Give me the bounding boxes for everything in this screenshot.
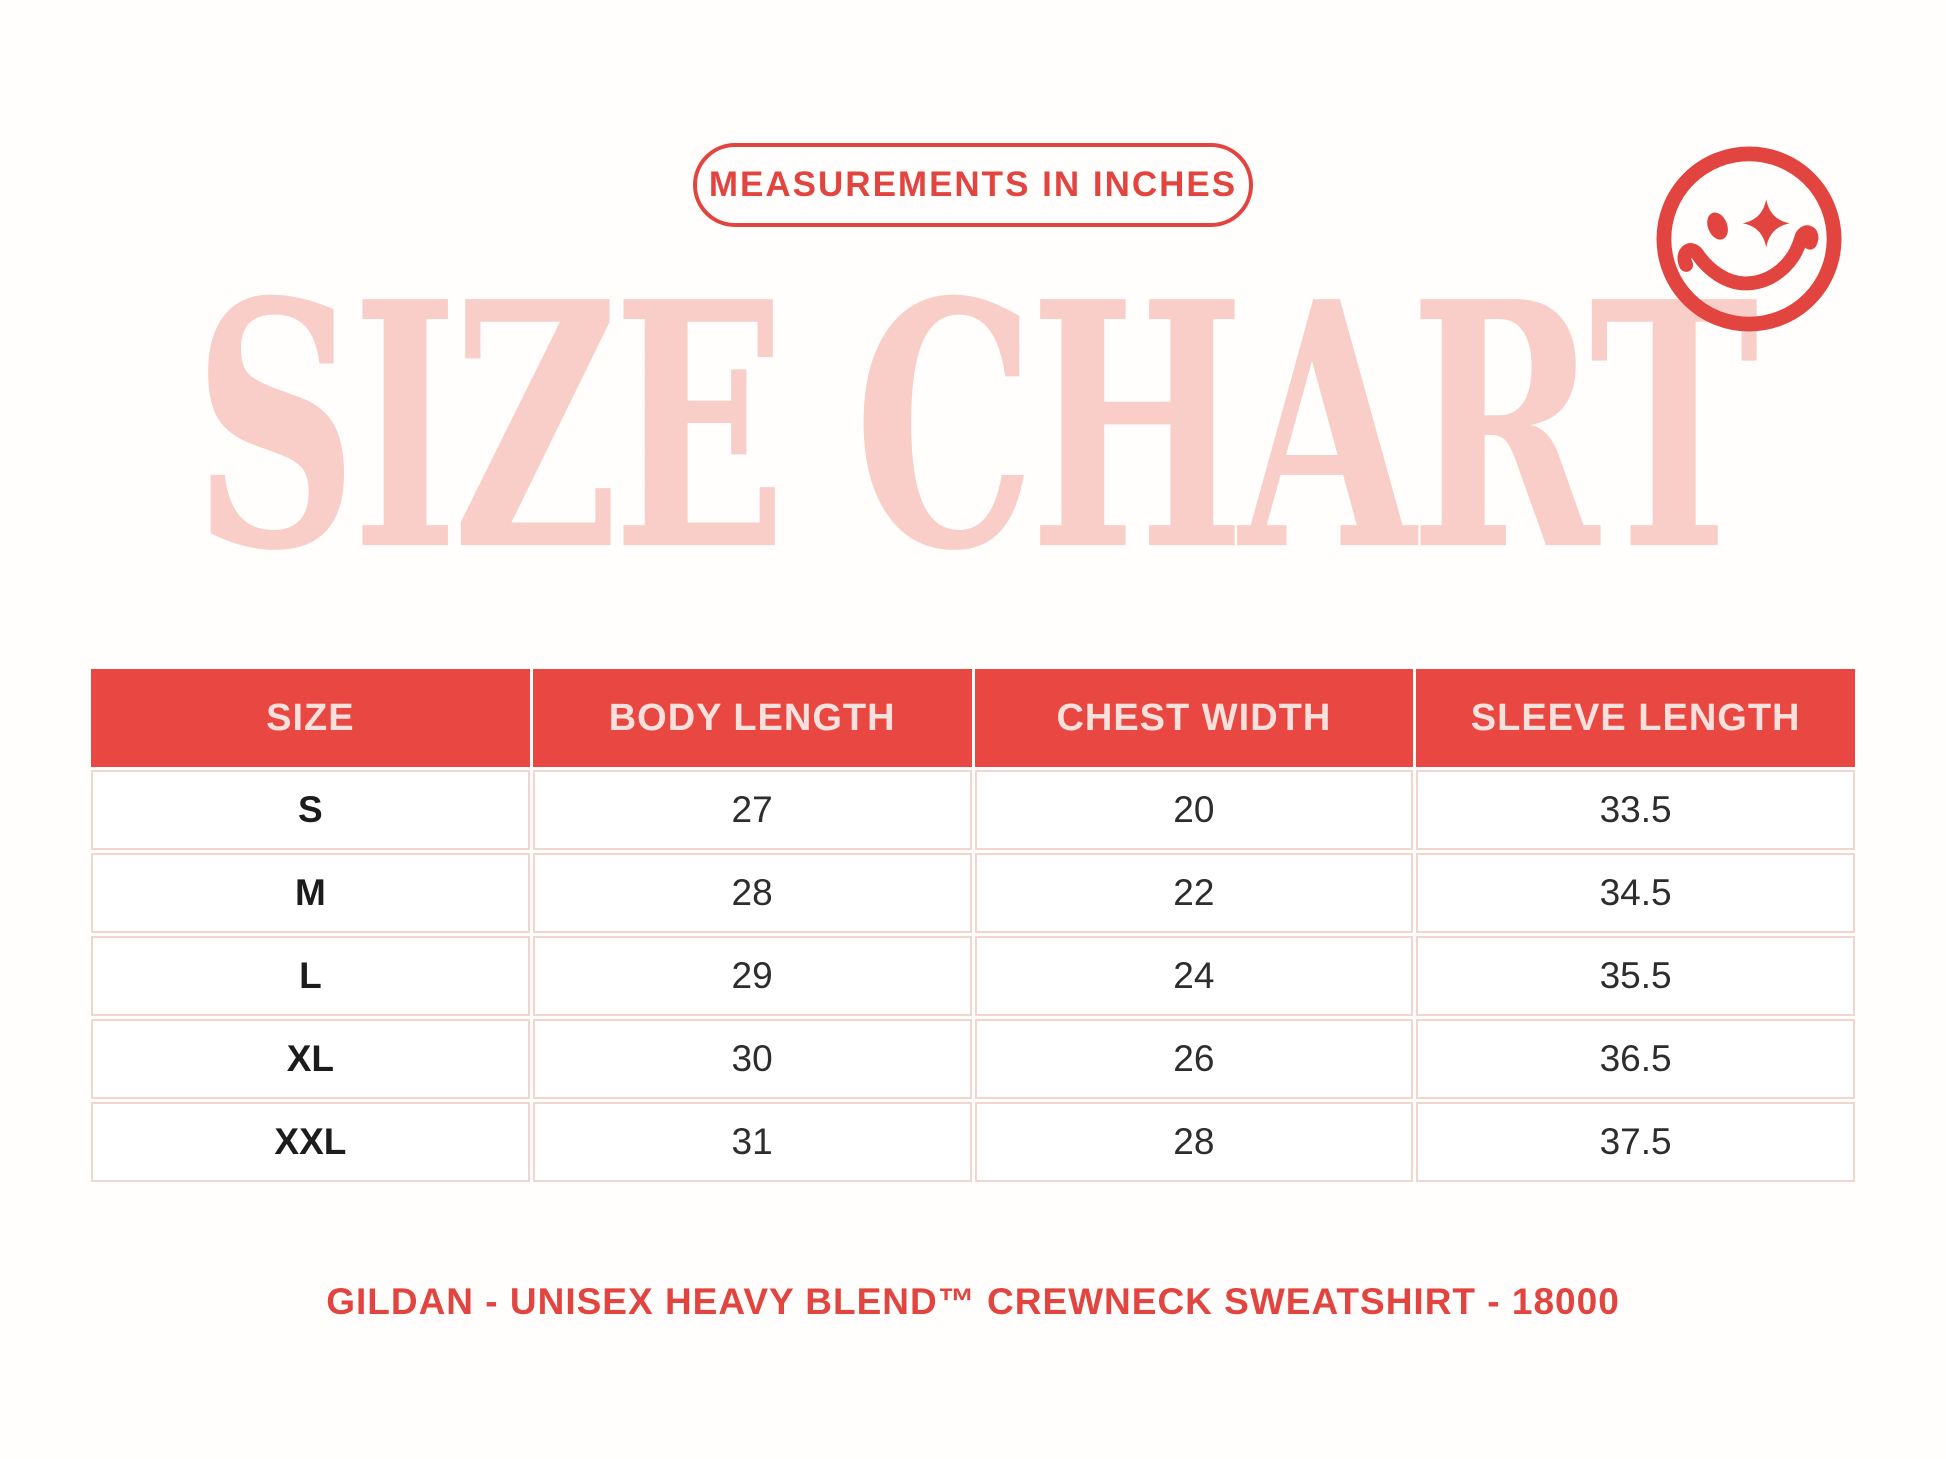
sleeve-length: 37.5 [1416, 1102, 1855, 1182]
sleeve-length: 33.5 [1416, 770, 1855, 850]
body-length: 31 [532, 1102, 972, 1182]
column-header-body-length: BODY LENGTH [532, 669, 972, 767]
size-table: SIZE BODY LENGTH CHEST WIDTH SLEEVE LENG… [88, 666, 1858, 1185]
body-length: 29 [532, 936, 972, 1016]
column-header-chest-width: CHEST WIDTH [974, 669, 1414, 767]
smiley-left-eye [1707, 212, 1728, 240]
smiley-smile [1677, 225, 1819, 291]
smiley-sparkle-eye [1742, 199, 1790, 248]
column-header-size: SIZE [91, 669, 530, 767]
body-length: 27 [532, 770, 972, 850]
size-table-body: S 27 20 33.5 M 28 22 34.5 L 29 24 35.5 X… [91, 770, 1855, 1182]
product-name-footer: GILDAN - UNISEX HEAVY BLEND™ CREWNECK SW… [326, 1281, 1620, 1322]
sleeve-length: 36.5 [1416, 1019, 1855, 1099]
size-table-header: SIZE BODY LENGTH CHEST WIDTH SLEEVE LENG… [91, 669, 1855, 767]
size-label: L [91, 936, 530, 1016]
smiley-face-outline [1656, 146, 1842, 332]
sleeve-length: 34.5 [1416, 853, 1855, 933]
table-row-m: M 28 22 34.5 [91, 853, 1855, 933]
table-row-xxl: XXL 31 28 37.5 [91, 1102, 1855, 1182]
size-label: XL [91, 1019, 530, 1099]
body-length: 30 [532, 1019, 972, 1099]
size-label: M [91, 853, 530, 933]
measurements-badge: MEASUREMENTS IN INCHES [693, 143, 1253, 227]
size-label: XXL [91, 1102, 530, 1182]
table-row-xl: XL 30 26 36.5 [91, 1019, 1855, 1099]
chest-width: 26 [974, 1019, 1414, 1099]
chest-width: 28 [974, 1102, 1414, 1182]
winking-smiley-icon [1656, 146, 1842, 332]
chest-width: 24 [974, 936, 1414, 1016]
column-header-sleeve-length: SLEEVE LENGTH [1416, 669, 1855, 767]
body-length: 28 [532, 853, 972, 933]
table-row-l: L 29 24 35.5 [91, 936, 1855, 1016]
chest-width: 22 [974, 853, 1414, 933]
table-row-s: S 27 20 33.5 [91, 770, 1855, 850]
chest-width: 20 [974, 770, 1414, 850]
page-title: SIZE CHART [193, 228, 1759, 626]
size-label: S [91, 770, 530, 850]
measurements-badge-label: MEASUREMENTS IN INCHES [708, 165, 1238, 204]
sleeve-length: 35.5 [1416, 936, 1855, 1016]
